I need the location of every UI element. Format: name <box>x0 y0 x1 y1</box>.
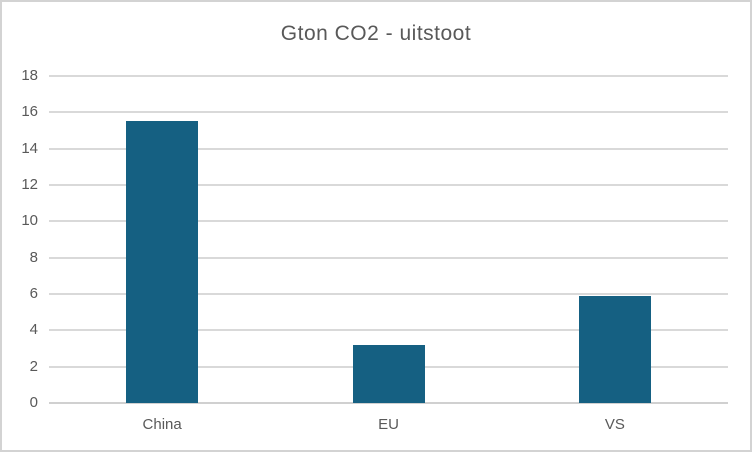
gridline <box>49 184 728 186</box>
bar-eu[interactable] <box>352 344 425 403</box>
plot-area <box>49 75 728 404</box>
gridline <box>49 147 728 150</box>
y-axis-tick-label: 14 <box>21 139 38 157</box>
y-axis-tick-label: 0 <box>29 394 38 411</box>
y-axis-tick-label: 18 <box>21 67 38 84</box>
gridline <box>49 329 728 332</box>
y-axis-tick-label: 8 <box>29 248 38 266</box>
gridline <box>49 75 728 77</box>
bar-china[interactable] <box>126 121 199 403</box>
y-axis-tick-label: 4 <box>29 321 38 339</box>
bar-vs[interactable] <box>578 295 651 403</box>
chart-title: Gton CO2 - uitstoot <box>280 22 472 45</box>
gridline <box>49 220 728 223</box>
gridline <box>49 293 728 295</box>
x-axis-label-vs: VS <box>604 416 625 433</box>
gridline <box>49 256 728 259</box>
gridline <box>49 111 728 114</box>
x-axis-label-eu: EU <box>378 416 399 433</box>
x-axis-label-china: China <box>142 416 182 433</box>
y-axis-tick-label: 12 <box>21 176 38 193</box>
x-axis-line <box>49 402 728 404</box>
y-axis-tick-label: 10 <box>21 212 38 230</box>
y-axis-tick-label: 16 <box>21 103 38 121</box>
y-axis-tick-label: 2 <box>29 357 38 375</box>
y-axis-tick-label: 6 <box>29 285 38 302</box>
